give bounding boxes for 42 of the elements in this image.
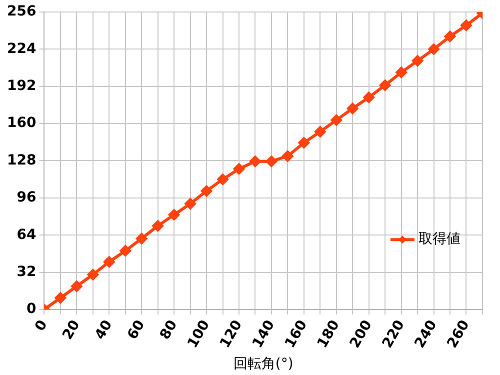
point xyxy=(380,80,391,91)
point xyxy=(298,137,310,148)
point xyxy=(120,245,131,256)
point xyxy=(54,292,66,304)
y-tick-label: 128 xyxy=(6,152,36,168)
point xyxy=(363,92,374,103)
point xyxy=(266,156,277,167)
legend-label: 取得値 xyxy=(418,231,460,248)
point xyxy=(184,198,196,210)
point xyxy=(71,280,82,292)
point xyxy=(282,150,294,162)
point xyxy=(87,269,98,280)
point xyxy=(201,185,212,196)
point xyxy=(330,114,342,126)
x-tick-label: 60 xyxy=(124,317,148,342)
x-tick-label: 80 xyxy=(157,317,181,342)
point xyxy=(412,55,424,66)
y-tick-label: 160 xyxy=(6,115,36,132)
y-tick-label: 64 xyxy=(16,226,36,243)
point xyxy=(104,256,115,268)
y-tick-label: 0 xyxy=(26,301,36,318)
y-tick-label: 96 xyxy=(16,190,36,206)
x-tick-label: 40 xyxy=(92,317,116,342)
y-tick-label: 256 xyxy=(6,4,36,20)
point xyxy=(233,163,244,174)
y-tick-label: 192 xyxy=(6,78,36,94)
point xyxy=(168,209,180,220)
point xyxy=(347,102,358,114)
y-tick-label: 32 xyxy=(16,264,36,280)
point xyxy=(396,66,407,78)
point xyxy=(314,126,326,138)
point xyxy=(428,44,440,55)
point xyxy=(444,30,456,42)
point xyxy=(460,20,472,31)
point xyxy=(217,174,228,185)
point xyxy=(152,220,164,232)
x-tick-label: 0 xyxy=(32,317,51,334)
point xyxy=(136,233,148,244)
x-tick-label: 20 xyxy=(60,317,84,342)
point xyxy=(250,156,261,167)
y-tick-label: 224 xyxy=(6,40,36,57)
x-axis-title: 回転角(°) xyxy=(233,356,294,372)
